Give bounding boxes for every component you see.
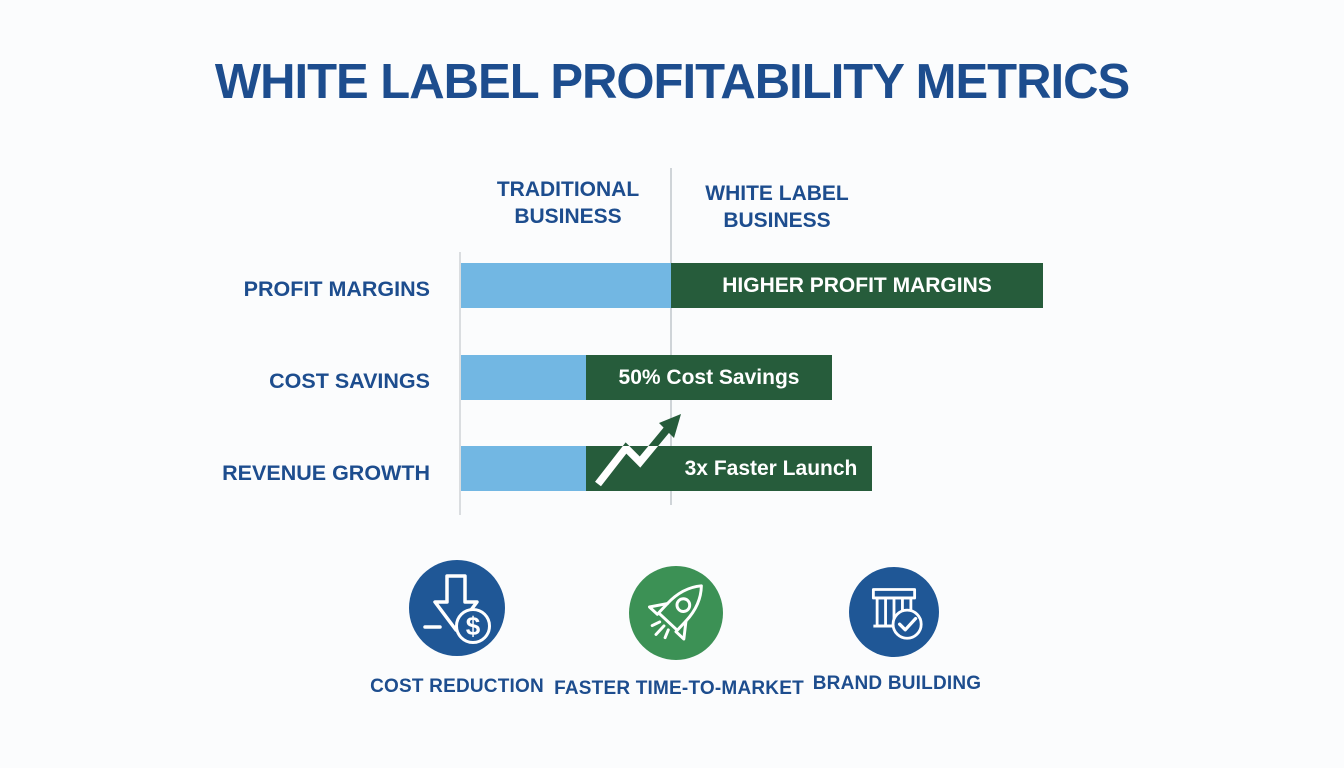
column-header-white-label: WHITE LABEL BUSINESS bbox=[672, 180, 882, 234]
bank-check-icon bbox=[871, 588, 923, 640]
column-header-line: BUSINESS bbox=[723, 209, 831, 232]
traditional-bar-revenue-growth bbox=[461, 446, 586, 491]
column-header-line: BUSINESS bbox=[514, 205, 622, 228]
growth-arrow-icon bbox=[595, 414, 681, 487]
traditional-bar-cost-savings bbox=[461, 355, 586, 400]
bar-label: 3x Faster Launch bbox=[684, 456, 858, 480]
feature-label-brand-building: BRAND BUILDING bbox=[812, 673, 982, 694]
row-label-cost-savings: COST SAVINGS bbox=[269, 369, 430, 393]
page-title: WHITE LABEL PROFITABILITY METRICS bbox=[214, 55, 1130, 109]
column-divider-line bbox=[670, 168, 672, 505]
column-header-traditional: TRADITIONAL BUSINESS bbox=[462, 176, 674, 230]
dollar-glyph: $ bbox=[466, 611, 481, 641]
traditional-bar-profit-margins bbox=[461, 263, 671, 308]
white-label-bar-profit-margins: HIGHER PROFIT MARGINS bbox=[671, 263, 1043, 308]
bar-label: HIGHER PROFIT MARGINS bbox=[722, 273, 992, 297]
feature-label-cost-reduction: COST REDUCTION bbox=[370, 676, 544, 697]
faster-time-to-market-circle bbox=[629, 566, 723, 660]
cost-reduction-circle: $ bbox=[409, 560, 505, 656]
brand-building-circle bbox=[849, 567, 939, 657]
column-header-line: WHITE LABEL bbox=[705, 182, 849, 205]
row-label-revenue-growth: REVENUE GROWTH bbox=[222, 461, 430, 485]
rocket-icon bbox=[647, 584, 703, 641]
column-header-line: TRADITIONAL bbox=[496, 178, 640, 201]
white-label-bar-cost-savings: 50% Cost Savings bbox=[586, 355, 832, 400]
down-arrow-dollar-icon: $ bbox=[423, 574, 491, 644]
feature-label-faster-time-to-market: FASTER TIME-TO-MARKET bbox=[554, 678, 804, 699]
row-label-profit-margins: PROFIT MARGINS bbox=[243, 277, 430, 301]
axis-line bbox=[459, 252, 461, 515]
bar-label: 50% Cost Savings bbox=[618, 365, 800, 389]
